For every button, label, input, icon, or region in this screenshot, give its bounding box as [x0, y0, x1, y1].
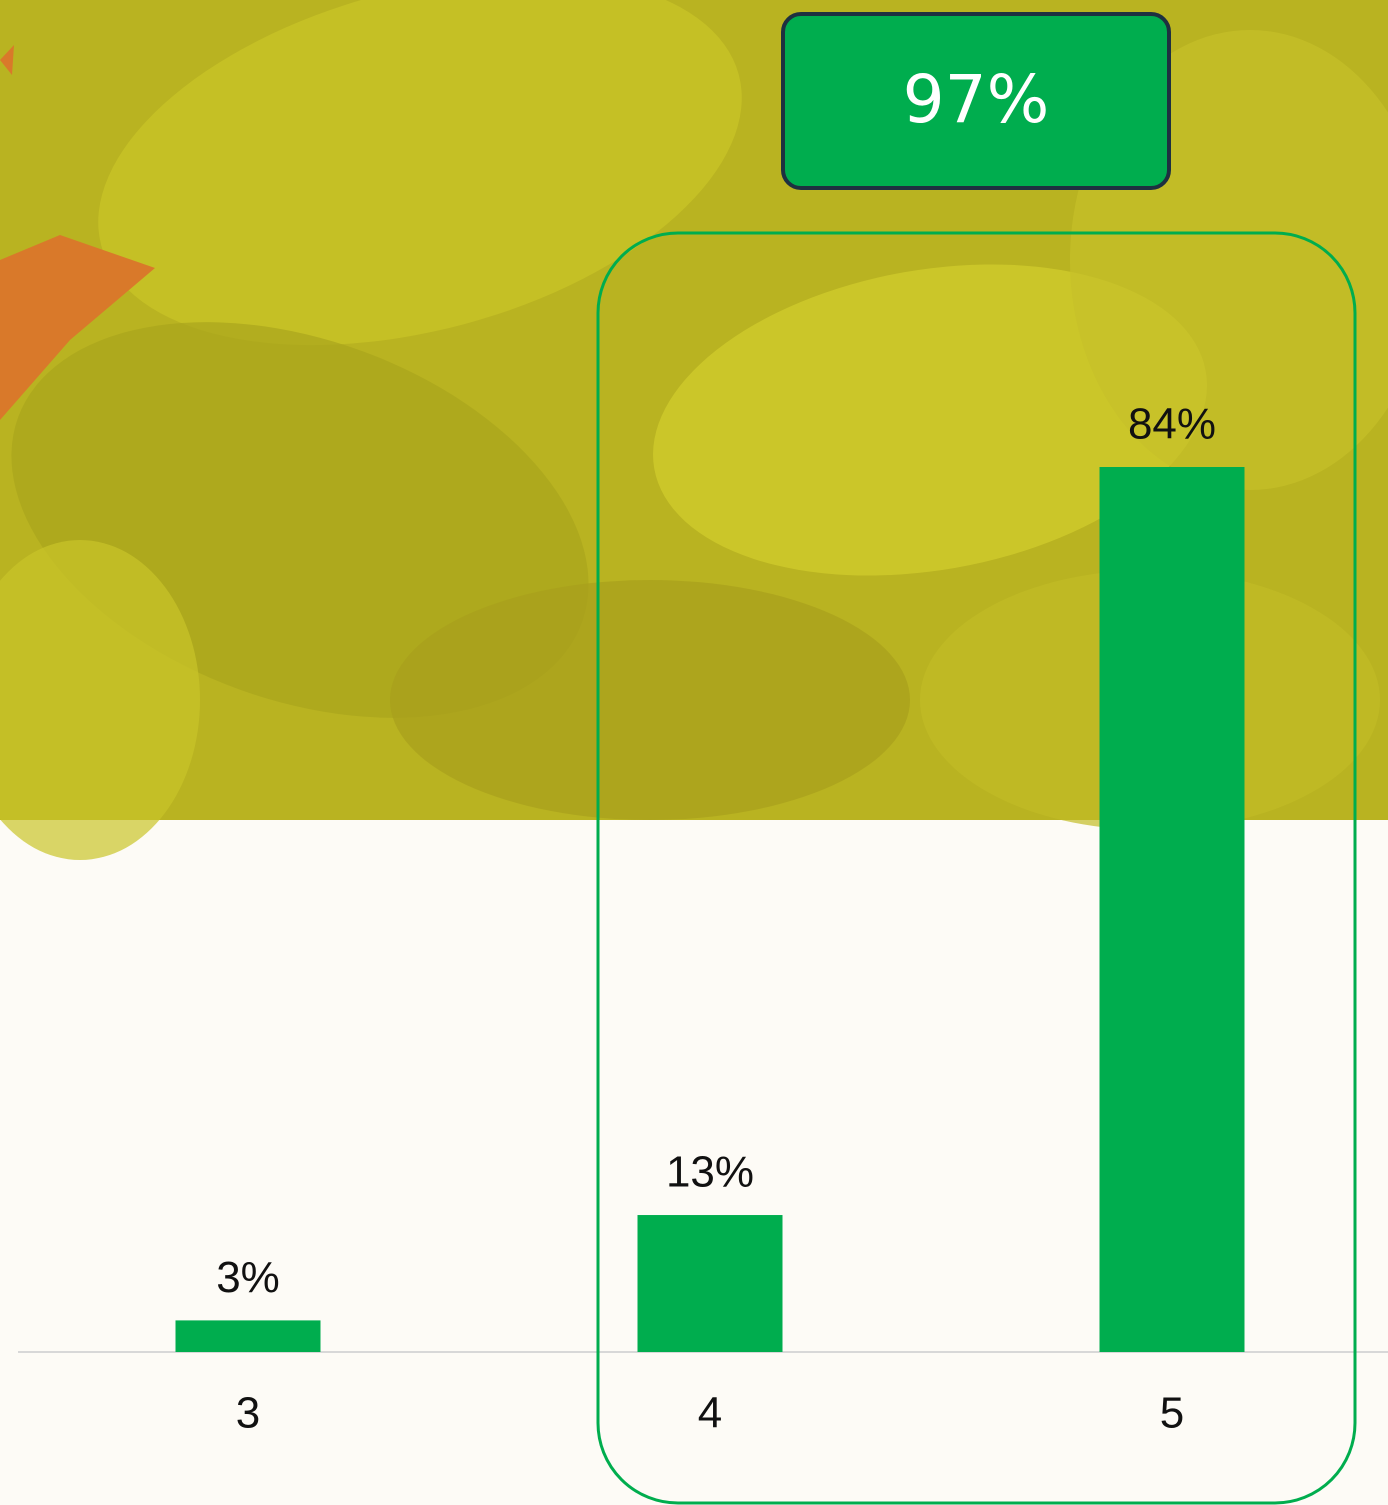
x-tick-label: 4: [698, 1389, 722, 1438]
annotation-box: [781, 12, 1171, 190]
x-tick-label: 3: [236, 1389, 260, 1438]
bar: [175, 1320, 321, 1352]
value-label: 84%: [1128, 400, 1216, 449]
plot: 3% 3 13% 4 84% 5: [175, 400, 1245, 1438]
annotation: 97%: [903, 61, 1050, 138]
value-label: 3%: [216, 1253, 280, 1302]
bar: [1099, 467, 1245, 1352]
bar: [637, 1215, 783, 1352]
value-label: 13%: [666, 1148, 754, 1197]
highlight-frame: [596, 231, 1357, 1505]
x-tick-label: 5: [1160, 1389, 1184, 1438]
